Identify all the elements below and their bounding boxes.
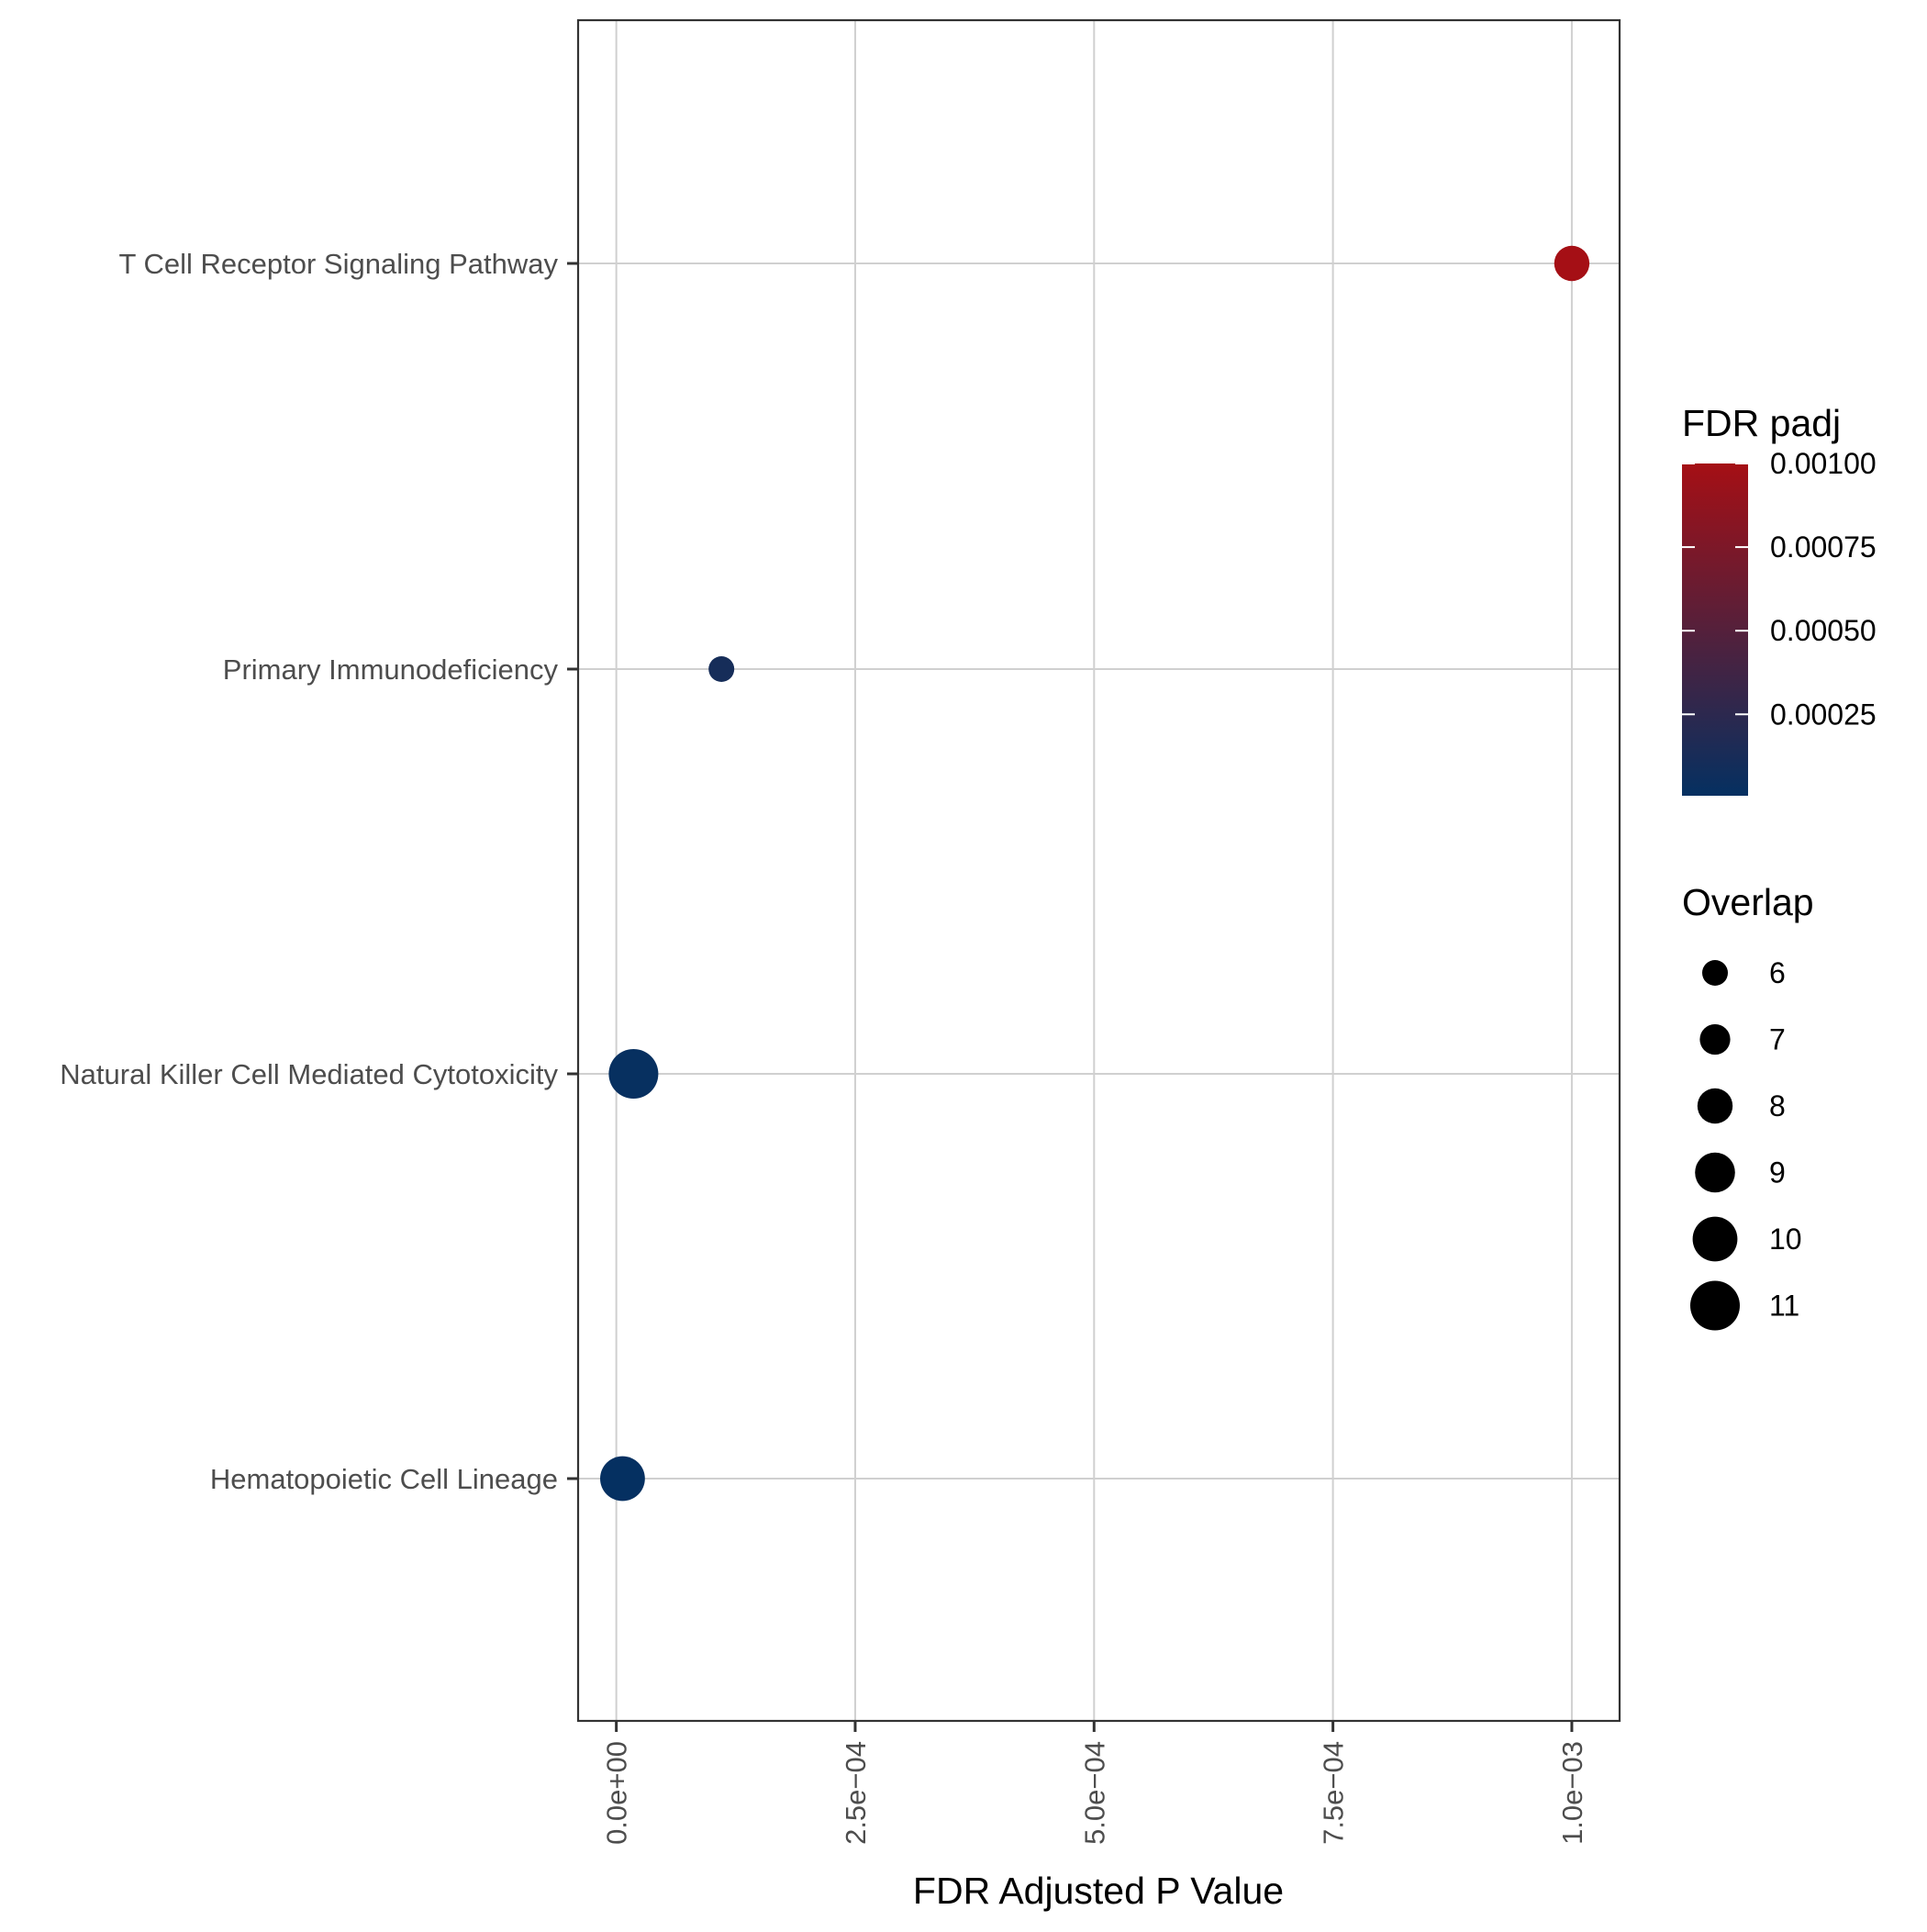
data-point xyxy=(600,1456,645,1502)
y-tick-label: Primary Immunodeficiency xyxy=(223,653,559,686)
data-point xyxy=(1554,245,1590,282)
color-legend-label: 0.00025 xyxy=(1770,698,1877,731)
size-legend-key xyxy=(1697,1088,1733,1124)
data-point xyxy=(608,1049,659,1099)
size-legend-label: 8 xyxy=(1769,1089,1786,1122)
y-tick-label: Hematopoietic Cell Lineage xyxy=(210,1463,558,1495)
color-legend-label: 0.00050 xyxy=(1770,614,1877,647)
size-legend-label: 7 xyxy=(1769,1023,1786,1056)
color-legend-label: 0.00100 xyxy=(1770,447,1877,480)
x-axis-title: FDR Adjusted P Value xyxy=(913,1870,1284,1912)
size-legend-key xyxy=(1692,1216,1738,1262)
size-legend-key xyxy=(1702,960,1728,986)
legends: FDR padj 0.00025 0.00050 0.00075 0.00100 Over… xyxy=(1682,402,1877,1331)
size-legend-key xyxy=(1695,1152,1735,1193)
size-legend-key xyxy=(1699,1023,1731,1055)
x-tick-label: 5.0e−04 xyxy=(1078,1741,1110,1845)
y-tick-label: T Cell Receptor Signaling Pathway xyxy=(119,248,559,280)
panel-border xyxy=(576,18,1621,1723)
x-tick-label: 2.5e−04 xyxy=(840,1741,872,1845)
x-tick-label: 7.5e−04 xyxy=(1318,1741,1350,1845)
grid-lines xyxy=(578,20,1620,1721)
size-legend-label: 10 xyxy=(1769,1223,1802,1256)
x-tick-label: 1.0e−03 xyxy=(1556,1741,1588,1845)
data-point xyxy=(708,656,735,682)
color-legend-label: 0.00075 xyxy=(1770,530,1877,564)
color-legend-title: FDR padj xyxy=(1682,402,1841,444)
size-legend-label: 11 xyxy=(1769,1290,1799,1323)
size-legend-label: 6 xyxy=(1769,956,1786,989)
size-legend-key xyxy=(1690,1280,1740,1331)
size-legend-label: 9 xyxy=(1769,1156,1786,1189)
axes: T Cell Receptor Signaling Pathway Primary… xyxy=(60,248,1588,1845)
data-points xyxy=(600,245,1590,1502)
y-tick-label: Natural Killer Cell Mediated Cytotoxicit… xyxy=(60,1058,558,1090)
x-tick-label: 0.0e+00 xyxy=(601,1741,633,1845)
color-legend-bar xyxy=(1682,463,1748,796)
size-legend-title: Overlap xyxy=(1682,881,1814,923)
